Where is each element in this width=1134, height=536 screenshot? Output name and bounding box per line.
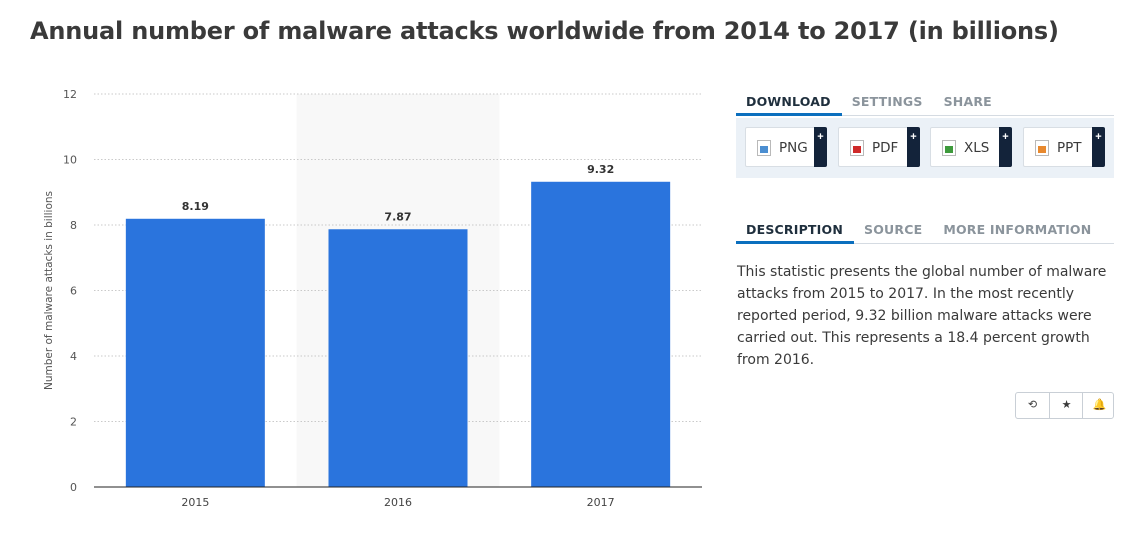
download-pdf-label: PDF bbox=[872, 140, 899, 156]
data-label: 9.32 bbox=[587, 163, 614, 176]
png-file-icon bbox=[757, 140, 771, 156]
y-tick-label: 10 bbox=[63, 154, 77, 167]
y-tick-label: 2 bbox=[70, 416, 77, 429]
download-pdf-button[interactable]: PDF + bbox=[838, 127, 920, 167]
pdf-file-icon bbox=[850, 140, 864, 156]
top-strip-cutoff: · · bbox=[0, 0, 1134, 6]
data-label: 8.19 bbox=[182, 200, 209, 213]
history-icon[interactable]: ⟲ bbox=[1027, 399, 1038, 411]
xls-file-icon bbox=[942, 140, 956, 156]
statistic-description: This statistic presents the global numbe… bbox=[737, 264, 1107, 368]
x-tick-label: 2017 bbox=[587, 496, 615, 509]
bell-icon[interactable]: 🔔 bbox=[1082, 393, 1116, 418]
plus-icon[interactable]: + bbox=[814, 127, 827, 167]
y-tick-label: 0 bbox=[70, 481, 77, 494]
plus-icon[interactable]: + bbox=[1092, 127, 1105, 167]
download-tabs: DOWNLOAD SETTINGS SHARE bbox=[736, 88, 1114, 116]
ppt-file-icon bbox=[1035, 140, 1049, 156]
tab-share[interactable]: SHARE bbox=[943, 94, 992, 109]
download-png-button[interactable]: PNG + bbox=[745, 127, 827, 167]
info-tabs: DESCRIPTION SOURCE MORE INFORMATION bbox=[736, 216, 1114, 244]
y-tick-label: 8 bbox=[70, 219, 77, 232]
chart-title: Annual number of malware attacks worldwi… bbox=[30, 17, 1059, 45]
download-ppt-label: PPT bbox=[1057, 140, 1082, 156]
plus-icon[interactable]: + bbox=[907, 127, 920, 167]
y-tick-label: 6 bbox=[70, 285, 77, 298]
tab-settings[interactable]: SETTINGS bbox=[851, 94, 923, 109]
bar-2017 bbox=[531, 181, 671, 487]
plus-icon[interactable]: + bbox=[999, 127, 1012, 167]
download-ppt-button[interactable]: PPT + bbox=[1023, 127, 1105, 167]
download-xls-label: XLS bbox=[964, 140, 990, 156]
download-xls-button[interactable]: XLS + bbox=[930, 127, 1012, 167]
bar-2016 bbox=[328, 229, 468, 487]
x-tick-label: 2016 bbox=[384, 496, 412, 509]
tab-download[interactable]: DOWNLOAD bbox=[736, 88, 842, 116]
y-axis-title: Number of malware attacks in billions bbox=[43, 191, 55, 390]
bar-chart: 0 2 4 6 8 10 12 8.19 2015 7.87 2016 9.32 2017 Number … bbox=[43, 88, 702, 509]
bar-2015 bbox=[125, 218, 265, 487]
y-tick-label: 12 bbox=[63, 88, 77, 101]
x-tick-label: 2015 bbox=[181, 496, 209, 509]
download-panel: PNG + PDF + XLS + PPT + bbox=[736, 118, 1114, 178]
star-icon[interactable]: ★ bbox=[1049, 393, 1083, 418]
download-png-label: PNG bbox=[779, 140, 808, 156]
action-button-group: ⟲ ★ 🔔 bbox=[1015, 392, 1114, 419]
tab-more-information[interactable]: MORE INFORMATION bbox=[943, 222, 1092, 237]
tab-description[interactable]: DESCRIPTION bbox=[736, 216, 854, 244]
data-label: 7.87 bbox=[384, 210, 411, 223]
tab-source[interactable]: SOURCE bbox=[864, 222, 923, 237]
cutoff-link-fragment: · bbox=[112, 0, 116, 5]
y-tick-label: 4 bbox=[70, 350, 77, 363]
cutoff-text-fragment: · bbox=[420, 0, 424, 5]
